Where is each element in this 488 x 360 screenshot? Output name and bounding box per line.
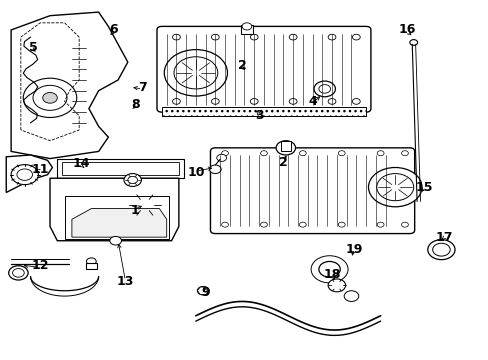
Circle shape	[86, 258, 96, 265]
Polygon shape	[197, 287, 208, 294]
Circle shape	[9, 266, 28, 280]
Circle shape	[299, 151, 305, 156]
Text: 7: 7	[138, 81, 146, 94]
Circle shape	[123, 174, 141, 186]
Bar	[57, 158, 183, 178]
Text: 19: 19	[345, 243, 362, 256]
Bar	[281, 141, 290, 152]
Circle shape	[401, 151, 407, 156]
Circle shape	[338, 151, 345, 156]
Circle shape	[197, 287, 208, 295]
Circle shape	[318, 261, 340, 277]
Circle shape	[299, 222, 305, 227]
Circle shape	[250, 99, 258, 104]
Bar	[240, 24, 252, 33]
Polygon shape	[11, 12, 127, 158]
Circle shape	[368, 167, 421, 207]
Circle shape	[327, 279, 345, 292]
Circle shape	[110, 237, 121, 245]
Circle shape	[276, 141, 295, 155]
Polygon shape	[6, 155, 52, 193]
Text: 17: 17	[434, 231, 452, 244]
Circle shape	[33, 85, 67, 111]
Text: 18: 18	[323, 268, 340, 281]
Circle shape	[401, 222, 407, 227]
Text: 1: 1	[130, 204, 139, 217]
Circle shape	[127, 193, 162, 217]
Bar	[162, 107, 366, 116]
Circle shape	[137, 200, 152, 210]
Circle shape	[313, 81, 335, 97]
Text: 14: 14	[73, 157, 90, 170]
Circle shape	[327, 99, 335, 104]
Text: 6: 6	[109, 23, 117, 36]
Circle shape	[344, 291, 358, 301]
Text: 8: 8	[130, 99, 139, 112]
Text: 5: 5	[29, 41, 37, 54]
Text: 11: 11	[31, 163, 49, 176]
Circle shape	[250, 34, 258, 40]
Text: 15: 15	[415, 181, 432, 194]
Circle shape	[352, 34, 360, 40]
FancyBboxPatch shape	[157, 26, 370, 112]
Circle shape	[221, 151, 228, 156]
Text: 3: 3	[254, 109, 263, 122]
Circle shape	[118, 185, 171, 225]
Circle shape	[260, 222, 267, 227]
Text: 13: 13	[117, 275, 134, 288]
Circle shape	[376, 151, 383, 156]
Circle shape	[376, 222, 383, 227]
Circle shape	[242, 23, 251, 30]
Text: 10: 10	[187, 166, 204, 179]
Circle shape	[409, 40, 417, 45]
Circle shape	[352, 99, 360, 104]
Circle shape	[23, 78, 77, 117]
Polygon shape	[50, 178, 179, 241]
Circle shape	[376, 174, 413, 201]
Circle shape	[13, 269, 24, 277]
Text: 2: 2	[279, 156, 287, 168]
Circle shape	[221, 222, 228, 227]
Circle shape	[288, 34, 296, 40]
Bar	[62, 162, 179, 175]
Circle shape	[260, 151, 267, 156]
Circle shape	[338, 222, 345, 227]
Circle shape	[327, 34, 335, 40]
Circle shape	[209, 165, 221, 174]
Polygon shape	[72, 208, 166, 237]
Circle shape	[172, 34, 180, 40]
Text: 9: 9	[201, 286, 209, 299]
Circle shape	[127, 176, 137, 184]
Circle shape	[432, 243, 449, 256]
Text: 12: 12	[31, 259, 49, 272]
Circle shape	[216, 154, 226, 161]
Circle shape	[164, 50, 227, 96]
Circle shape	[17, 169, 32, 180]
Circle shape	[427, 240, 454, 260]
Bar	[64, 196, 169, 239]
Circle shape	[172, 99, 180, 104]
Text: 4: 4	[307, 95, 316, 108]
Circle shape	[211, 34, 219, 40]
Bar	[86, 263, 97, 269]
Text: 2: 2	[237, 59, 246, 72]
Circle shape	[211, 99, 219, 104]
Circle shape	[318, 85, 330, 93]
Circle shape	[174, 57, 217, 89]
Circle shape	[11, 165, 38, 185]
Text: 16: 16	[398, 23, 415, 36]
Circle shape	[288, 99, 296, 104]
Circle shape	[42, 93, 57, 103]
FancyBboxPatch shape	[210, 148, 414, 234]
